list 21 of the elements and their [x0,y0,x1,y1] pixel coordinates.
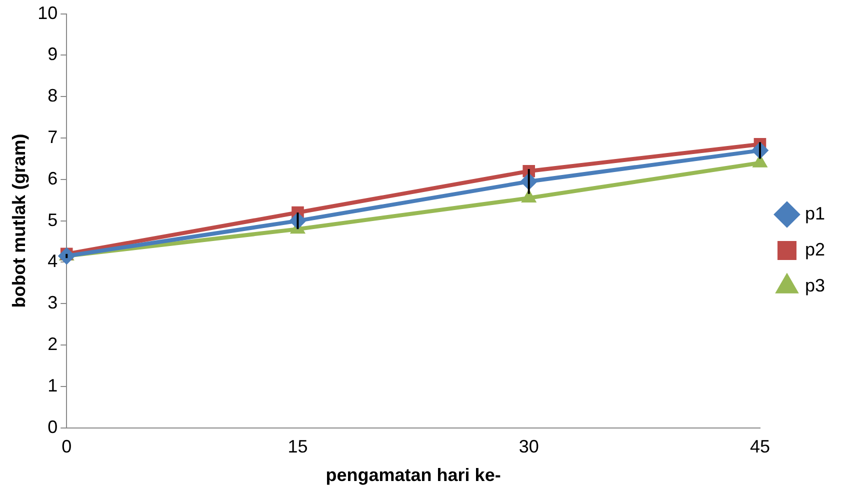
y-tick-label: 9 [48,44,58,64]
y-tick-label: 6 [48,168,58,188]
y-tick-label: 4 [48,251,58,272]
y-tick-label: 8 [48,86,58,106]
x-tick-label: 30 [518,436,539,457]
y-tick-label: 0 [48,416,58,437]
y-tick-label: 1 [48,375,58,396]
y-tick-label: 3 [48,292,58,313]
y-axis-title: bobot mutlak (gram) [8,134,29,308]
point [58,247,76,264]
x-tick-label: 45 [750,436,770,457]
y-tick-label: 7 [48,126,58,147]
legend-label: p1 [804,203,826,224]
y-tick-label: 10 [38,2,58,23]
legend-label: p2 [804,239,826,260]
y-tick-label: 5 [48,210,58,230]
x-tick-label: 0 [62,436,72,457]
x-axis-title: pengamatan hari ke- [326,465,501,486]
x-tick-label: 15 [288,436,308,457]
y-tick-label: 2 [48,334,58,354]
legend-label: p3 [804,275,826,296]
